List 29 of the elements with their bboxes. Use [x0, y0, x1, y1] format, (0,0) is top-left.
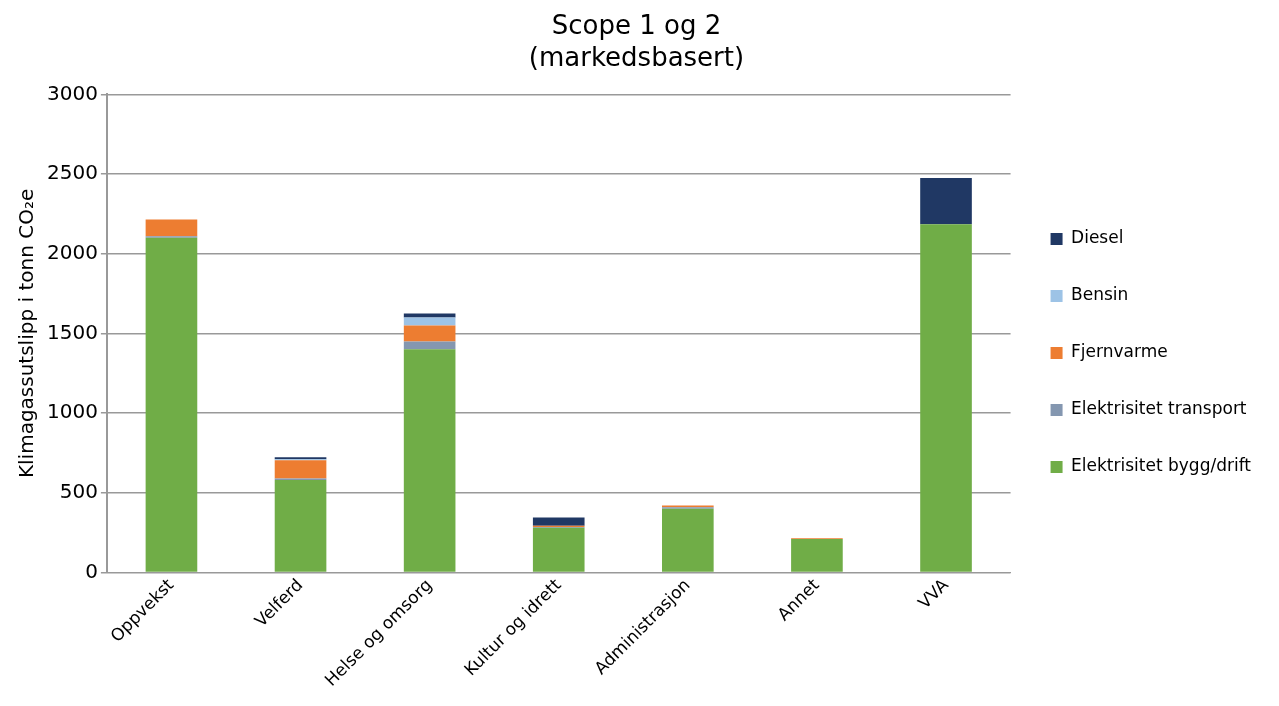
- y-tick-label: 2500: [46, 160, 98, 185]
- x-tick-label: VVA: [913, 574, 953, 613]
- legend-label: Bensin: [1071, 284, 1129, 305]
- bar: [662, 508, 714, 572]
- bar: [403, 349, 456, 572]
- legend-label: Diesel: [1071, 227, 1124, 248]
- legend-label: Elektrisitet transport: [1071, 398, 1247, 419]
- bar: [791, 539, 843, 572]
- bar: [145, 237, 198, 572]
- bar: [920, 178, 972, 225]
- bar: [403, 325, 456, 342]
- bar: [274, 480, 327, 572]
- y-axis-title: Klimagassutslipp i tonn CO₂e: [14, 188, 39, 479]
- bar: [532, 517, 585, 526]
- y-tick-label: 1500: [46, 319, 98, 344]
- y-tick-label: 500: [59, 479, 98, 503]
- legend-label: Fjernvarme: [1071, 341, 1168, 362]
- y-tick-label: 0: [85, 558, 98, 583]
- chart-title: Scope 1 og 2 (markedsbasert): [528, 10, 745, 72]
- y-tick-label: 1000: [46, 399, 98, 424]
- bar: [145, 219, 198, 237]
- y-tick-label: 2000: [46, 239, 98, 264]
- legend-label: Elektrisitet bygg/drift: [1071, 455, 1252, 476]
- bar: [403, 313, 456, 318]
- bar: [532, 527, 585, 572]
- bar: [403, 341, 456, 350]
- bar: [274, 460, 327, 479]
- bar: [920, 224, 972, 572]
- y-tick-label: 3000: [46, 80, 98, 105]
